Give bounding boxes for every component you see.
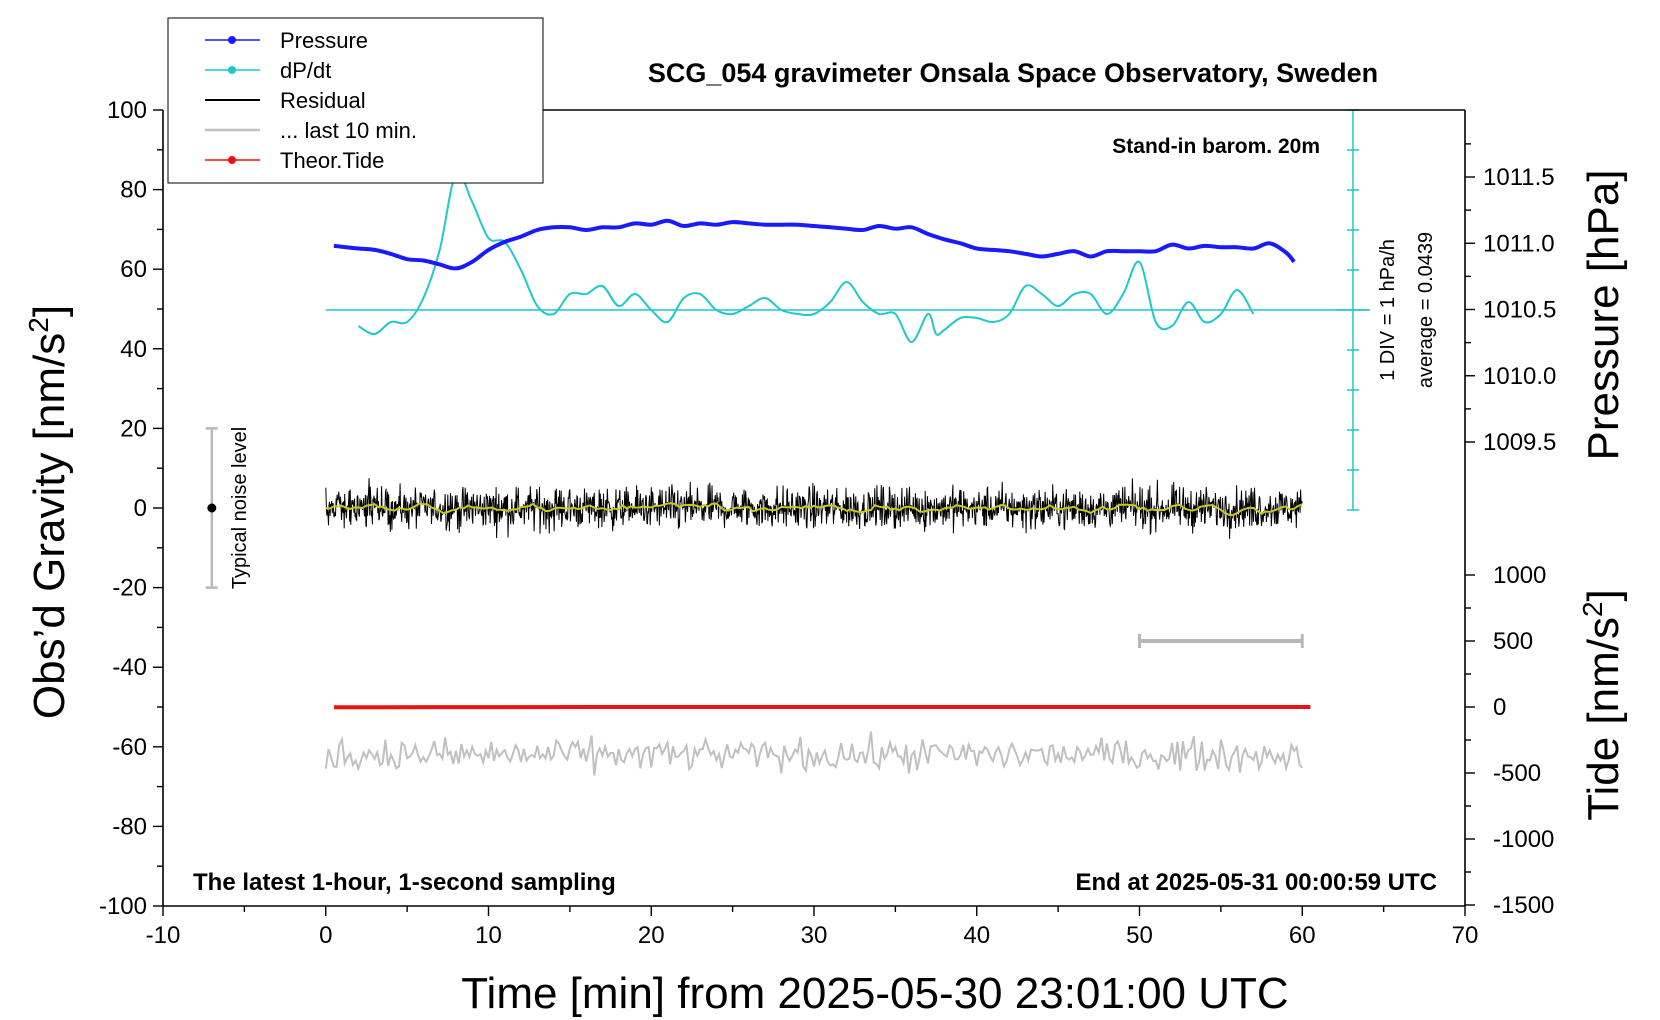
pressure-tick-label: 1011.0 [1483, 230, 1555, 257]
average-note: average = 0.0439 [1415, 232, 1437, 388]
svg-text:... last 10 min.: ... last 10 min. [280, 118, 417, 143]
legend-item-pressure: Pressure [205, 28, 368, 53]
legend-item-tide: Theor.Tide [205, 148, 384, 173]
svg-text:dP/dt: dP/dt [280, 58, 331, 83]
y-tick-label: 100 [107, 97, 147, 124]
pressure-tick-label: 1011.5 [1483, 164, 1555, 191]
barometer-note: Stand-in barom. 20m [1112, 135, 1320, 158]
y-tick-label: 0 [134, 495, 147, 522]
y-axis-label-tide: Tide [nm/s2] [1577, 589, 1628, 821]
x-tick-label: 70 [1452, 922, 1479, 949]
y-tick-label: 60 [120, 256, 147, 283]
tide-tick-label: -500 [1493, 760, 1541, 787]
y-tick-label: -100 [99, 893, 147, 920]
y-tick-label: 40 [120, 336, 147, 363]
y-tick-label: -60 [112, 734, 147, 761]
end-time-note: End at 2025-05-31 00:00:59 UTC [1076, 869, 1438, 896]
svg-text:Theor.Tide: Theor.Tide [280, 148, 384, 173]
scale-note: 1 DIV = 1 hPa/h [1377, 239, 1399, 381]
axes: -10 0 10 20 30 40 50 60 70100806040200-20-40-60-… [99, 97, 1556, 949]
y-tick-label: -20 [112, 575, 147, 602]
tide-tick-label: -1500 [1493, 892, 1554, 919]
x-axis-label: Time [min] from 2025-05-30 23:01:00 UTC [461, 969, 1288, 1018]
x-tick-label: 0 [319, 922, 332, 949]
noise-bar-center [207, 503, 217, 513]
legend-item-dpdt: dP/dt [205, 58, 331, 83]
y-axis-label-pressure: Pressure [hPa] [1579, 169, 1628, 460]
sampling-note: The latest 1-hour, 1-second sampling [193, 869, 616, 896]
y-axis-label-left: Obs’d Gravity [nm/s2] [23, 305, 74, 719]
last10-line [324, 731, 1304, 776]
svg-text:Pressure: Pressure [280, 28, 368, 53]
x-tick-label: 40 [963, 922, 990, 949]
tide-tick-label: 1000 [1493, 562, 1546, 589]
residual-line [325, 478, 1303, 539]
y-tick-label: 80 [120, 177, 147, 204]
pressure-tick-label: 1009.5 [1483, 429, 1556, 456]
residual-smoothed-line [325, 502, 1303, 517]
y-tick-label: -80 [112, 813, 147, 840]
noise-note: Typical noise level [229, 427, 251, 589]
y-tick-label: -40 [112, 654, 147, 681]
x-tick-label: -10 [146, 922, 181, 949]
legend-item-residual: Residual [205, 88, 366, 113]
dpdt-line [357, 171, 1255, 344]
x-tick-label: 20 [638, 922, 665, 949]
pressure-tick-label: 1010.5 [1483, 297, 1556, 324]
x-tick-label: 30 [801, 922, 828, 949]
svg-text:Residual: Residual [280, 88, 366, 113]
y-tick-label: 20 [120, 415, 147, 442]
plot-area [205, 109, 1370, 776]
x-tick-label: 50 [1126, 922, 1153, 949]
pressure-line [333, 218, 1296, 271]
pressure-tick-label: 1010.0 [1483, 363, 1556, 390]
tide-tick-label: -1000 [1493, 826, 1554, 853]
tide-tick-label: 0 [1493, 694, 1506, 721]
chart-title: SCG_054 gravimeter Onsala Space Observat… [648, 58, 1378, 88]
legend: Pressure dP/dt Residual ... last 10 min.… [167, 17, 544, 184]
x-tick-label: 60 [1289, 922, 1316, 949]
x-tick-label: 10 [475, 922, 502, 949]
tide-tick-label: 500 [1493, 628, 1533, 655]
legend-item-last10: ... last 10 min. [205, 118, 417, 143]
